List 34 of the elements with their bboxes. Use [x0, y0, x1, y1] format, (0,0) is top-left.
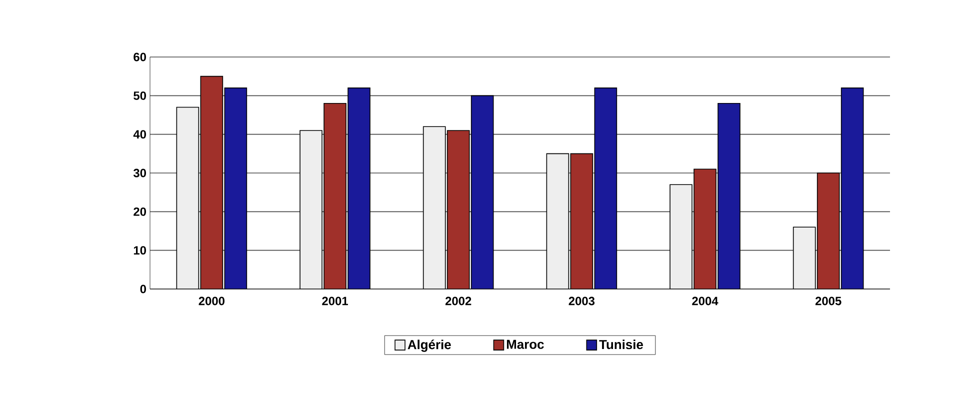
x-tick-label: 2000 [198, 296, 224, 306]
bar [176, 106, 200, 289]
bar [718, 103, 740, 289]
bar [348, 88, 370, 289]
bar [422, 126, 446, 289]
y-tick-label: 20 [134, 207, 146, 216]
bar [816, 172, 840, 289]
bar [670, 184, 692, 289]
x-tick-label: 2001 [322, 296, 348, 306]
y-tick-label: 0 [140, 284, 146, 294]
y-tick-label: 10 [134, 246, 146, 255]
x-tick-label: 2005 [815, 296, 842, 306]
x-tick-label: 2002 [445, 296, 472, 306]
bar [224, 88, 248, 289]
x-tick-label: 2004 [692, 296, 718, 306]
bar [324, 103, 346, 289]
bar [570, 153, 594, 289]
y-tick-label: 30 [133, 168, 146, 178]
bar [446, 130, 470, 289]
bar [200, 76, 224, 289]
bar [694, 168, 716, 289]
legend-label: Algérie [408, 340, 451, 352]
x-tick-label: 2003 [568, 296, 595, 306]
bar [470, 95, 494, 289]
bar [300, 130, 322, 289]
bar [792, 226, 816, 289]
legend-label: Maroc [506, 340, 544, 349]
bar [546, 153, 570, 289]
y-tick-label: 40 [133, 130, 146, 139]
legend-label: Tunisie [599, 340, 643, 350]
y-tick-label: 50 [134, 91, 146, 100]
bar [840, 88, 864, 289]
y-tick-label: 60 [134, 52, 146, 62]
bar [594, 88, 618, 289]
